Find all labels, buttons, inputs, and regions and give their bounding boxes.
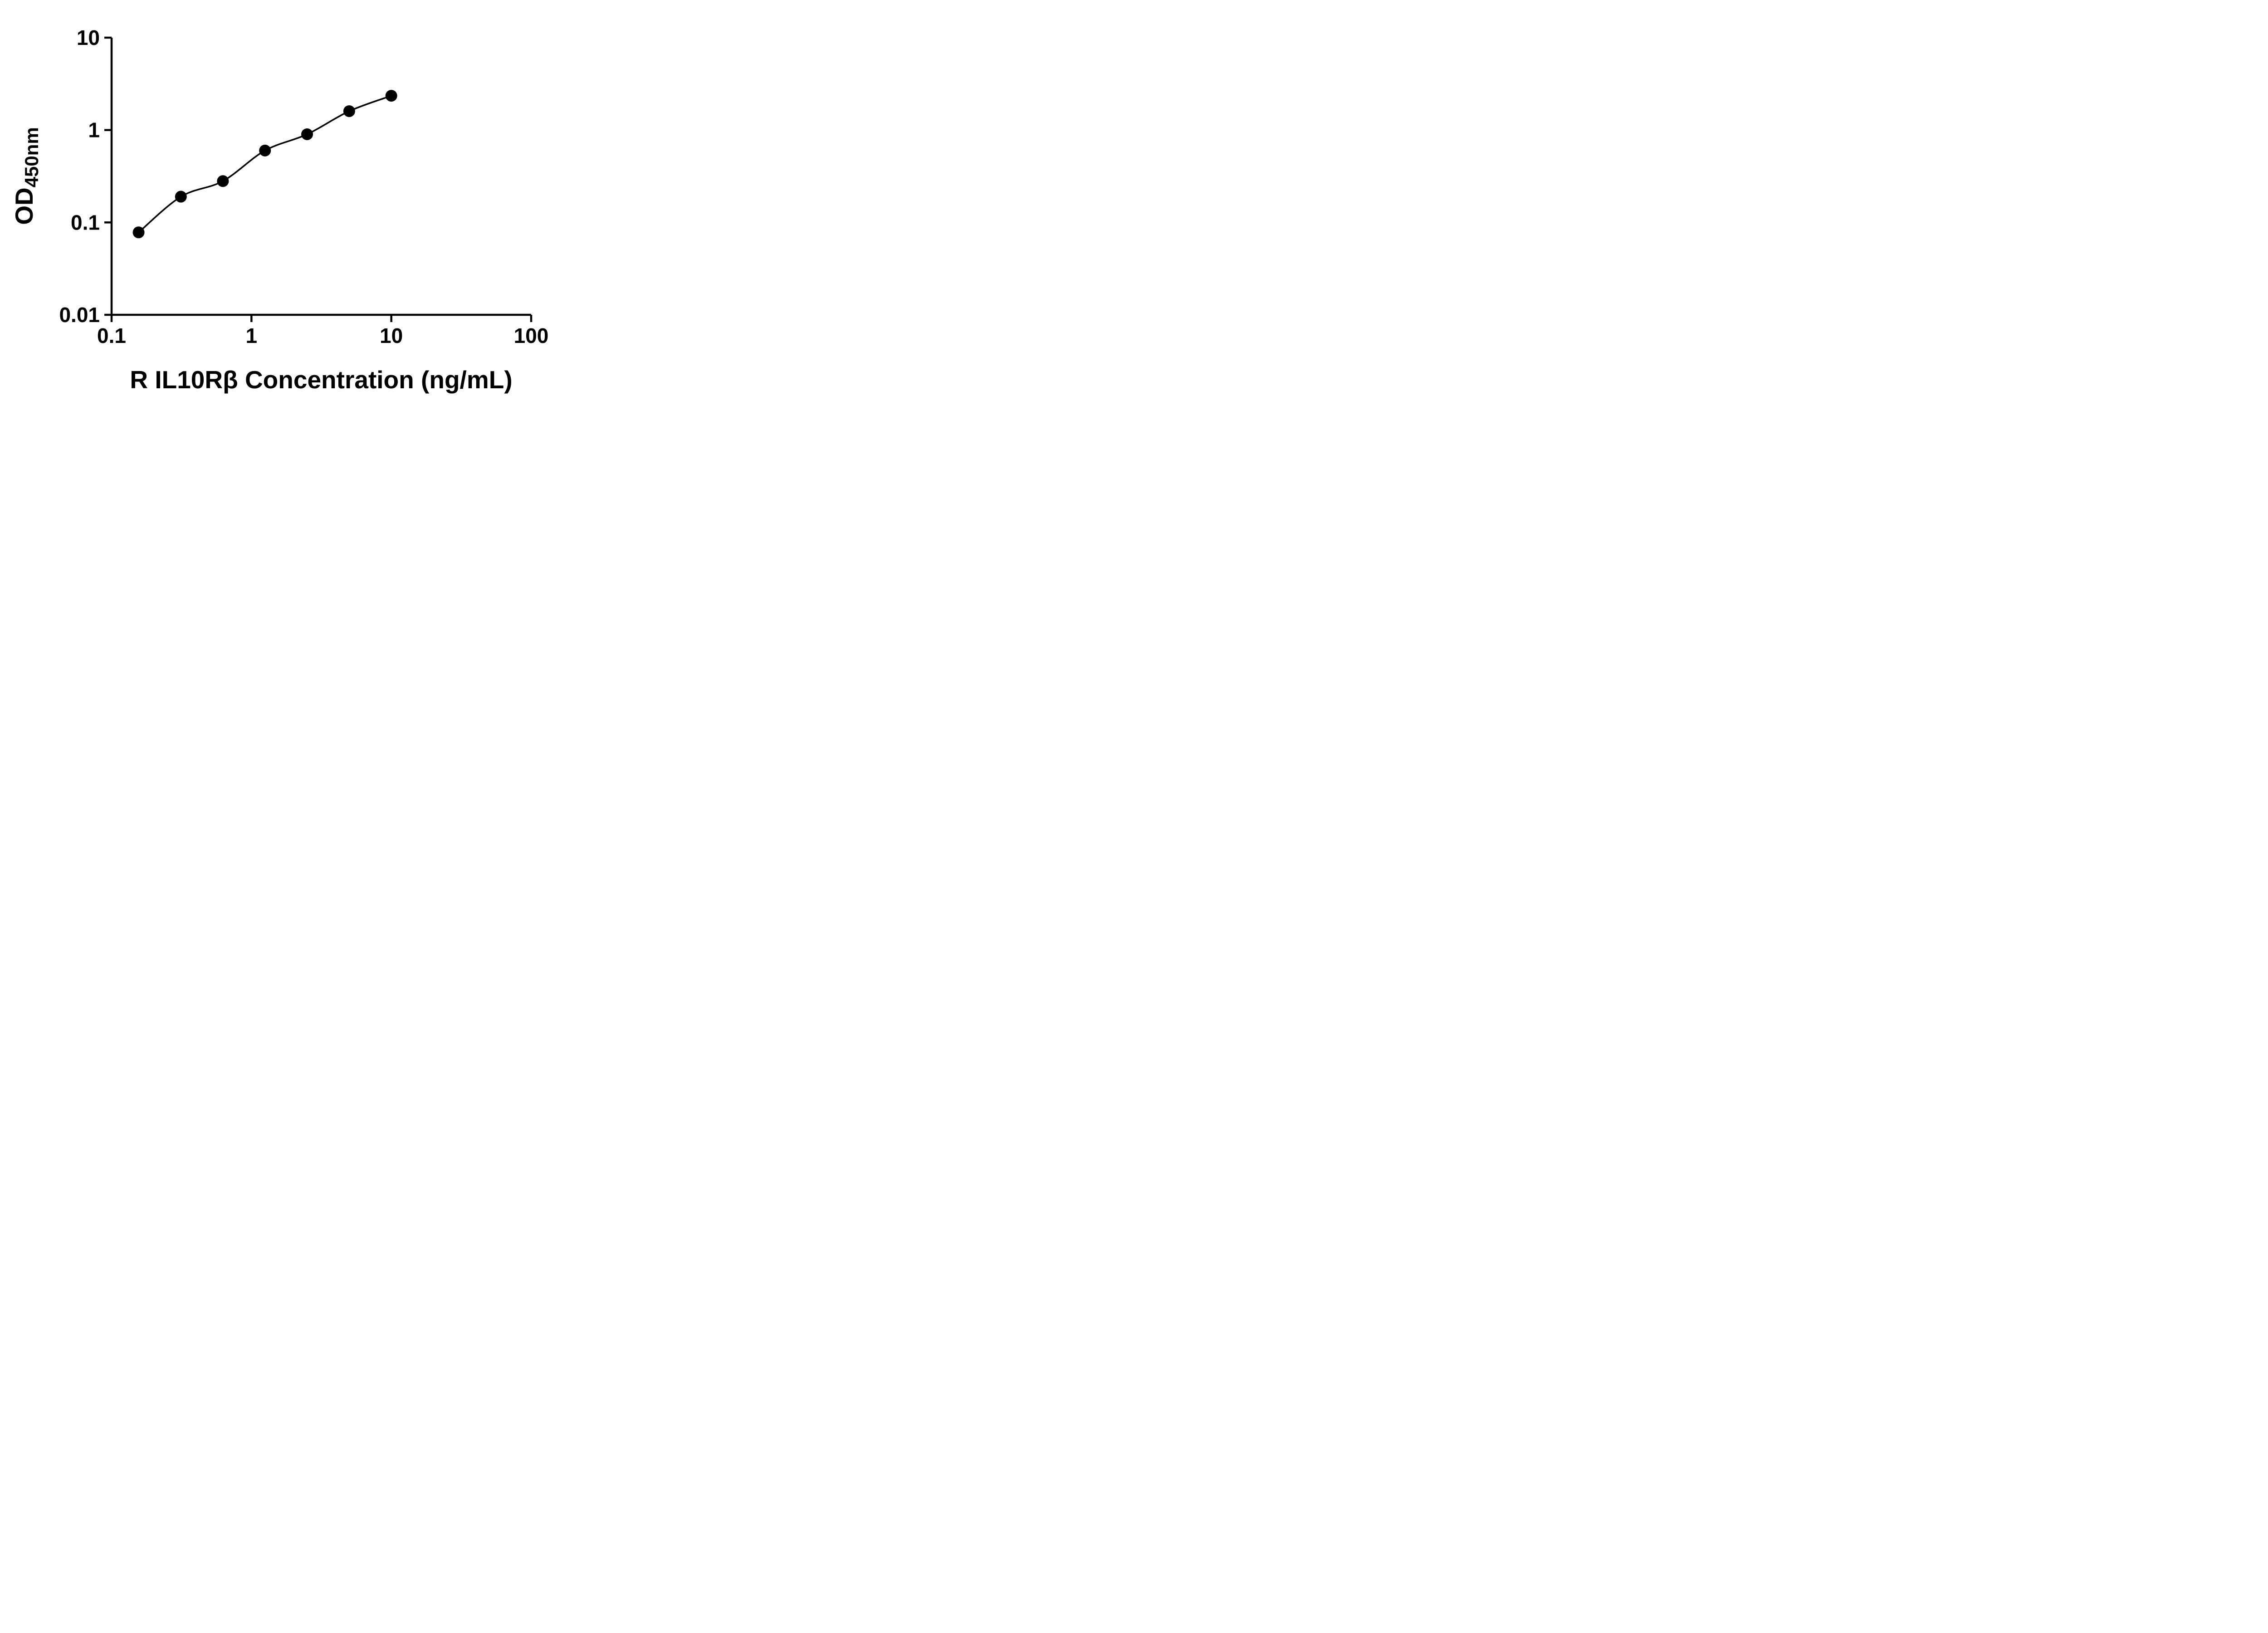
y-axis-tick-label: 0.01 <box>59 303 100 327</box>
y-axis-tick-label: 1 <box>88 118 100 142</box>
y-axis-tick-label: 0.1 <box>71 210 100 234</box>
data-point <box>385 90 397 102</box>
data-point <box>259 144 271 156</box>
chart-page: 0.1 1 10 100 0.01 0.1 1 10 R IL10Rβ Concentrati… <box>0 0 583 408</box>
data-point <box>301 128 313 140</box>
y-axis-title-subscript: 450nm <box>21 127 42 187</box>
fit-curve <box>138 95 392 233</box>
standard-curve-chart: 0.1 1 10 100 0.01 0.1 1 10 R IL10Rβ Concentrati… <box>0 0 583 408</box>
y-axis-title-main: OD <box>10 187 38 225</box>
x-axis-tick-label: 100 <box>514 324 549 347</box>
x-axis-title: R IL10Rβ Concentration (ng/mL) <box>130 366 512 394</box>
data-point <box>175 191 187 203</box>
y-axis-title: OD450nm <box>10 127 42 225</box>
x-axis-tick-label: 0.1 <box>97 324 126 347</box>
data-point <box>132 226 145 239</box>
x-axis-tick-label: 1 <box>246 324 258 347</box>
data-point <box>343 105 355 117</box>
data-point <box>217 175 229 187</box>
y-axis-tick-label: 10 <box>77 26 100 49</box>
x-axis-tick-label: 10 <box>380 324 403 347</box>
